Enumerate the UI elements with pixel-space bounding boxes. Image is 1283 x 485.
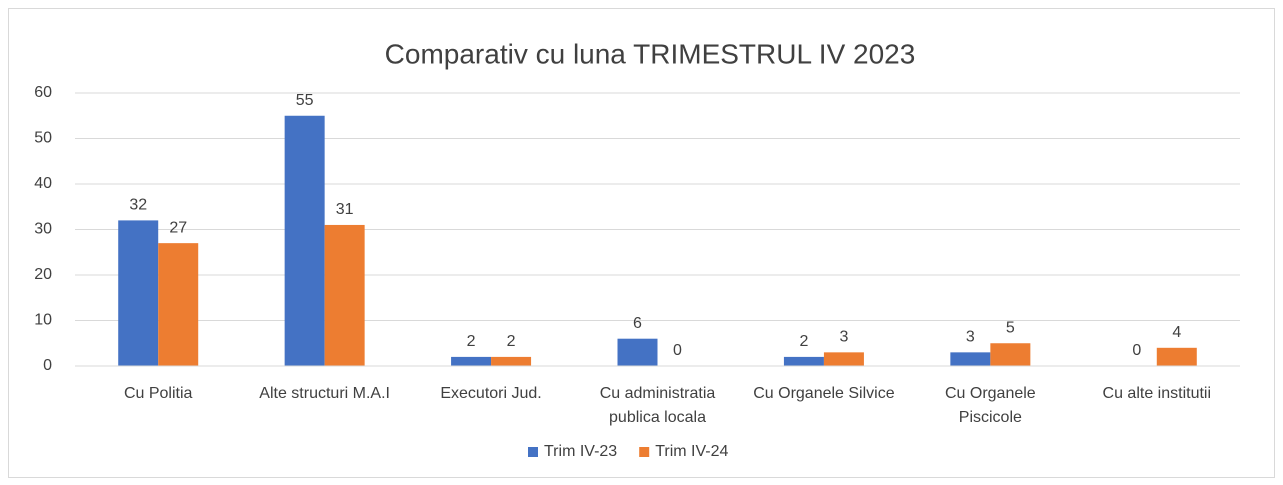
x-tick-label: Cu Organele Piscicole — [944, 385, 1036, 426]
data-label: 0 — [673, 342, 682, 359]
data-label: 55 — [296, 92, 314, 109]
data-label: 2 — [467, 333, 476, 350]
y-tick-label: 0 — [43, 357, 52, 374]
data-label: 27 — [169, 219, 187, 236]
data-label: 32 — [129, 197, 147, 214]
chart-border — [8, 8, 1275, 478]
y-tick-label: 40 — [34, 175, 52, 192]
data-label: 3 — [839, 329, 848, 346]
legend-label: Trim IV-23 — [544, 443, 617, 460]
data-label: 2 — [799, 333, 808, 350]
y-tick-label: 60 — [34, 84, 52, 101]
bar — [950, 352, 991, 366]
bar — [990, 343, 1031, 366]
bar — [1156, 347, 1197, 366]
legend-swatch — [639, 447, 650, 457]
x-tick-label: Cu administratia publica locala — [599, 385, 716, 426]
legend-label: Trim IV-24 — [655, 443, 728, 460]
bar — [783, 356, 824, 366]
y-tick-label: 10 — [34, 312, 52, 329]
data-label: 31 — [336, 201, 354, 218]
chart-title: Comparativ cu luna TRIMESTRUL IV 2023 — [385, 38, 916, 69]
data-label: 0 — [1132, 342, 1141, 359]
data-label: 6 — [633, 315, 642, 332]
data-label: 3 — [966, 329, 975, 346]
bar — [617, 338, 658, 366]
data-label: 2 — [507, 333, 516, 350]
bar — [118, 220, 159, 366]
bar — [158, 243, 199, 366]
y-tick-label: 50 — [34, 130, 52, 147]
y-tick-label: 20 — [34, 266, 52, 283]
legend-swatch — [528, 447, 538, 457]
x-tick-label: Cu Organele Silvice — [753, 385, 895, 402]
data-label: 4 — [1172, 324, 1181, 341]
bar — [491, 356, 532, 366]
x-tick-label: Executori Jud. — [440, 385, 542, 402]
x-tick-label: Cu alte institutii — [1102, 385, 1212, 402]
bar — [823, 352, 864, 366]
x-tick-label: Alte structuri M.A.I — [259, 385, 390, 402]
bar — [451, 356, 492, 366]
x-tick-label: Cu Politia — [123, 385, 193, 402]
bar — [324, 224, 365, 366]
y-tick-label: 30 — [34, 221, 52, 238]
data-label: 5 — [1006, 319, 1015, 336]
bar — [284, 115, 325, 366]
